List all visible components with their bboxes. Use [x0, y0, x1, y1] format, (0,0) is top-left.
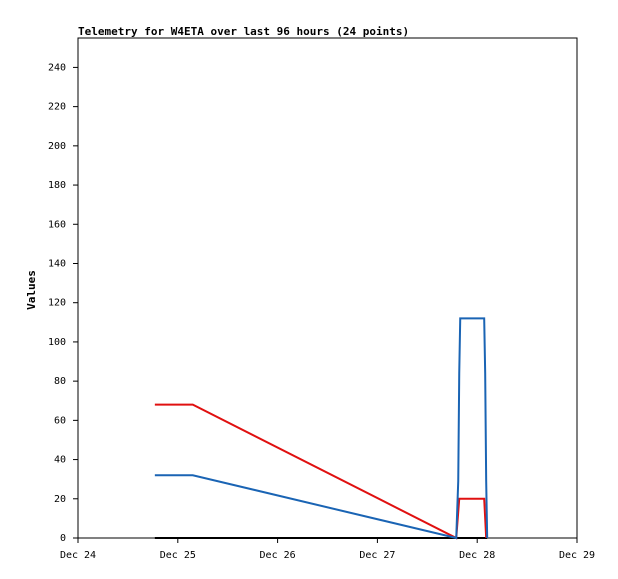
x-tick-label: Dec 24 [60, 550, 96, 561]
y-tick-label: 160 [48, 219, 66, 230]
plot-frame [77, 37, 578, 539]
y-tick-label: 220 [48, 102, 66, 113]
y-tick-label: 0 [60, 533, 66, 544]
y-tick-label: 140 [48, 258, 66, 269]
y-axis-label: Values [25, 270, 38, 310]
y-tick-label: 200 [48, 141, 66, 152]
y-tick-label: 120 [48, 298, 66, 309]
series-line [154, 317, 489, 540]
y-tick-label: 20 [54, 494, 66, 505]
x-tick-label: Dec 26 [260, 550, 296, 561]
x-tick-label: Dec 28 [459, 550, 495, 561]
x-tick-label: Dec 25 [160, 550, 196, 561]
series-line [154, 403, 488, 540]
y-tick-label: 60 [54, 415, 66, 426]
y-tick-label: 40 [54, 455, 66, 466]
y-tick-label: 180 [48, 180, 66, 191]
y-tick-label: 240 [48, 62, 66, 73]
x-tick-label: Dec 27 [359, 550, 395, 561]
x-tick-label: Dec 29 [559, 550, 595, 561]
chart-title: Telemetry for W4ETA over last 96 hours (… [78, 25, 409, 38]
y-tick-label: 80 [54, 376, 66, 387]
y-tick-label: 100 [48, 337, 66, 348]
